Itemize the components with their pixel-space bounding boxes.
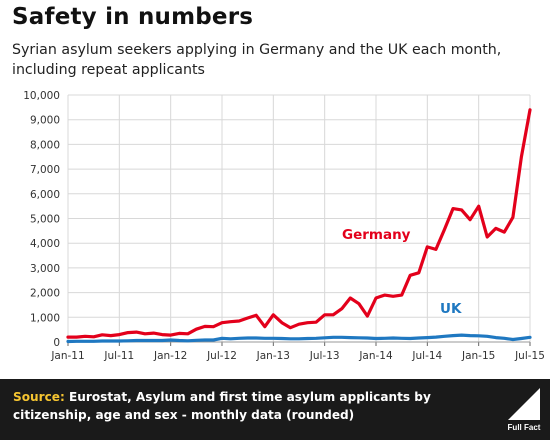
y-axis-ticks: 0 1,000 2,000 3,000 4,000 5,000 6,000 7,000 8,00… [23,90,60,349]
y-tick-label: 6,000 [30,189,60,201]
x-tick-label: Jan-13 [256,350,290,362]
series-line-germany [66,108,532,339]
y-tick-label: 8,000 [30,139,60,151]
x-tick-label: Jul-13 [309,350,340,362]
series-line-uk [66,333,532,344]
source-note: Source: Eurostat, Asylum and first time … [13,388,493,424]
y-tick-label: 10,000 [23,90,60,102]
line-chart: 0 1,000 2,000 3,000 4,000 5,000 6,000 7,000 8,00… [23,90,545,362]
chart-subtitle: Syrian asylum seekers applying in German… [12,42,502,78]
x-axis-ticks: Jan-11 Jul-11 Jan-12 Jul-12 Jan-13 Jul-13 Jan-… [50,341,545,362]
y-tick-label: 3,000 [30,263,60,275]
chart-title: Safety in numbers [12,4,254,30]
x-tick-label: Jul-14 [411,350,442,362]
full-fact-logo: Full Fact [508,388,541,432]
x-tick-label: Jan-11 [50,350,84,362]
source-label: Source: [13,390,65,404]
x-tick-label: Jul-15 [514,350,545,362]
y-tick-label: 4,000 [30,238,60,250]
x-tick-label: Jan-14 [358,350,393,362]
series-labels: Germany UK [342,227,462,317]
gridlines [67,94,531,343]
series-label-germany: Germany [342,227,411,243]
x-tick-label: Jul-12 [206,350,237,362]
y-tick-label: 5,000 [30,214,60,226]
x-tick-label: Jan-15 [461,350,495,362]
y-tick-label: 1,000 [30,312,60,324]
logo-text: Full Fact [508,423,541,432]
y-tick-label: 2,000 [30,288,60,300]
x-tick-label: Jan-12 [153,350,187,362]
y-tick-label: 0 [53,337,60,349]
series-label-uk: UK [440,301,462,317]
y-tick-label: 7,000 [30,164,60,176]
footer: Source: Eurostat, Asylum and first time … [0,379,550,440]
source-text: Eurostat, Asylum and first time asylum a… [13,390,431,422]
y-tick-label: 9,000 [30,115,60,127]
x-tick-label: Jul-11 [103,350,134,362]
series-lines [66,108,532,344]
